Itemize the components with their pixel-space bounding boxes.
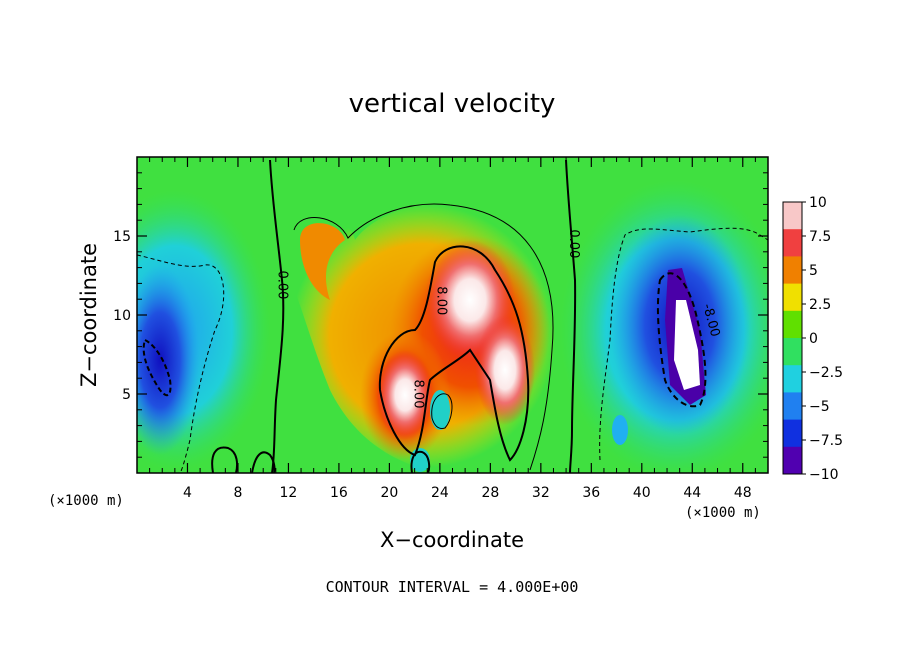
colorbar-tick-label: −7.5 xyxy=(809,433,843,449)
x-tick-label: 32 xyxy=(532,485,550,501)
chart-title: vertical velocity xyxy=(349,89,556,119)
contour-negative-left xyxy=(137,254,225,473)
contour-labels: 0.000.008.008.00-8.00 xyxy=(274,229,722,409)
colorbar-tick-label: −10 xyxy=(809,467,839,483)
field-updraft-peak-left xyxy=(377,350,433,440)
x-tick-label: 40 xyxy=(633,485,651,501)
x-tick-label: 12 xyxy=(280,485,298,501)
contour-zero-left xyxy=(269,159,285,473)
x-tick-label: 8 xyxy=(233,485,242,501)
y-tick-label: 10 xyxy=(113,308,131,324)
colorbar-tick-label: −5 xyxy=(809,399,830,415)
contour-label: 8.00 xyxy=(433,286,448,315)
y-tick-label: 15 xyxy=(113,229,131,245)
contour-small-cell xyxy=(431,393,453,429)
contour-negative-eight xyxy=(656,272,707,408)
colorbar-swatch xyxy=(783,310,802,339)
x-tick-label: 4 xyxy=(183,485,192,501)
colorbar-tick-label: 10 xyxy=(809,195,827,211)
colorbar-swatch xyxy=(783,202,802,230)
contour-label: 0.00 xyxy=(274,271,289,300)
x-axis-unit-left: (×1000 m) xyxy=(48,493,124,509)
contour-negative-left-core xyxy=(142,338,172,397)
contour-positive-outer xyxy=(293,203,554,471)
x-axis-unit-right: (×1000 m) xyxy=(685,505,761,521)
x-tick-label: 28 xyxy=(481,485,499,501)
x-axis: 4 8 12 16 20 24 28 32 36 40 44 48 xyxy=(149,157,756,501)
colorbar-swatch xyxy=(783,446,802,475)
colorbar-tick-label: −2.5 xyxy=(809,365,843,381)
colorbar-tick-label: 5 xyxy=(809,263,818,279)
x-tick-label: 48 xyxy=(734,485,752,501)
field-downdraft-left xyxy=(137,265,200,455)
x-tick-label: 36 xyxy=(582,485,600,501)
x-tick-label: 44 xyxy=(683,485,701,501)
colorbar-swatch xyxy=(783,365,802,393)
field-bubble xyxy=(430,390,450,430)
contour-negative-right xyxy=(599,227,768,461)
field-updraft-arm xyxy=(300,223,345,300)
x-axis-title: X−coordinate xyxy=(380,528,524,552)
plot-area xyxy=(137,157,768,473)
colorbar-tick-label: 7.5 xyxy=(809,229,831,245)
contour-interval-note: CONTOUR INTERVAL = 4.000E+00 xyxy=(326,578,579,596)
x-tick-label: 24 xyxy=(431,485,449,501)
contour-surface-cell xyxy=(251,451,276,473)
colorbar-swatch xyxy=(783,283,802,312)
contour-label: 8.00 xyxy=(411,380,426,409)
contour-surface-cell xyxy=(211,446,238,473)
x-tick-label: 16 xyxy=(330,485,348,501)
field-downdraft-peak xyxy=(674,300,700,390)
colorbar: 10 7.5 5 2.5 0 −2.5 −5 −7.5 −10 xyxy=(782,195,843,483)
y-axis: 5 10 15 xyxy=(113,172,768,458)
contour-positive-eight xyxy=(378,245,530,462)
contour-surface-cell xyxy=(410,450,431,473)
field-updraft-peak-right xyxy=(475,315,535,425)
colorbar-swatch xyxy=(783,419,802,448)
colorbar-swatch xyxy=(783,256,802,285)
colorbar-tick-label: 2.5 xyxy=(809,297,831,313)
x-tick-label: 20 xyxy=(380,485,398,501)
colorbar-tick-label: 0 xyxy=(809,331,818,347)
contour-zero-right xyxy=(565,159,577,473)
contour-label: 0.00 xyxy=(566,229,581,258)
colorbar-swatch xyxy=(783,338,802,366)
y-axis-title: Z−coordinate xyxy=(77,243,101,387)
colorbar-swatch xyxy=(783,229,802,257)
field-bubble xyxy=(612,415,628,445)
y-tick-label: 5 xyxy=(122,387,131,403)
colorbar-swatch xyxy=(783,392,802,421)
